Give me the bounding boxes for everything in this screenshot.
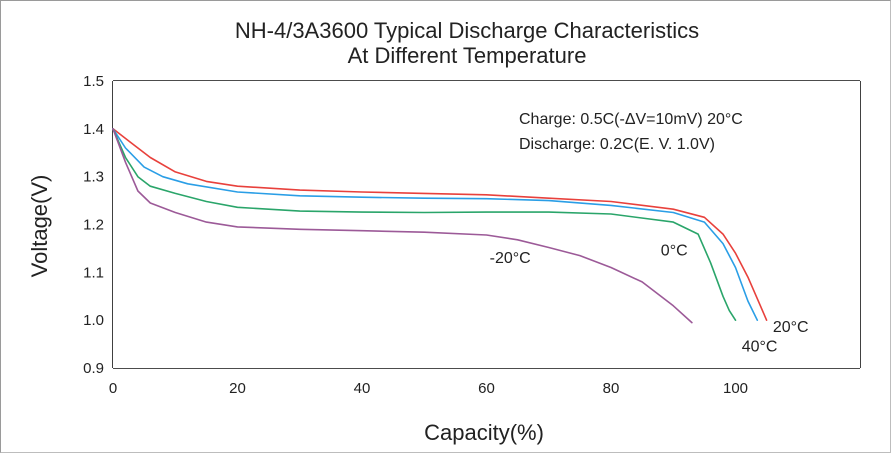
discharge-annotation: Discharge: 0.2C(E. V. 1.0V) [519,136,715,153]
series-label-20c: 20°C [773,319,809,336]
x-tick-label: 60 [478,380,495,397]
x-tick-label: 40 [354,380,371,397]
series-line-40c [112,128,759,322]
series-label-40c: 40°C [742,338,778,355]
x-axis-label: Capacity(%) [424,420,544,445]
y-tick-label: 1.2 [83,217,104,234]
x-tick-label: 80 [603,380,620,397]
y-tick-label: 1.3 [83,169,104,186]
series-labels: 20°C 40°C 0°C -20°C [490,243,809,356]
annotation-box [517,101,843,165]
y-tick-label: 1.4 [83,121,104,138]
x-tick-label: 0 [109,380,117,397]
series-layer [112,128,768,324]
x-tick-label: 100 [723,380,748,397]
y-tick-label: 0.9 [83,360,104,377]
chart-subtitle: At Different Temperature [348,43,587,68]
y-tick-label: 1.1 [83,264,104,281]
chart-title: NH-4/3A3600 Typical Discharge Characteri… [235,18,699,43]
x-tick-label: 20 [229,380,246,397]
y-axis-label: Voltage(V) [27,175,52,278]
charge-annotation: Charge: 0.5C(-ΔV=10mV) 20°C [519,111,743,128]
series-line-0c [112,128,737,322]
series-label-0c: 0°C [661,243,688,260]
y-tick-label: 1.0 [83,312,104,329]
series-label-minus-20c: -20°C [490,250,531,267]
tick-labels: 0 20 40 60 80 100 0.9 1.0 1.1 1.2 1.3 1.4 1.5 [83,73,748,397]
series-line-20c [112,128,768,322]
series-line-minus-20c [112,128,693,324]
y-tick-label: 1.5 [83,73,104,90]
